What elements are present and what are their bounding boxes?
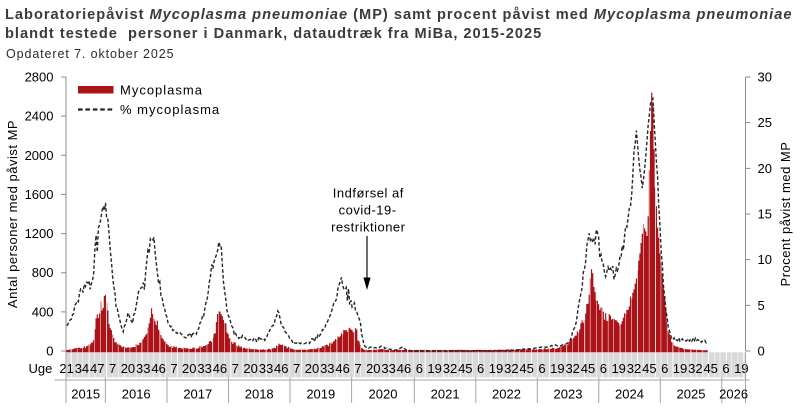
svg-text:19: 19 (734, 361, 748, 376)
svg-text:33: 33 (197, 361, 211, 376)
svg-text:Antal personer med påvist MP: Antal personer med påvist MP (5, 120, 20, 308)
svg-text:33: 33 (381, 361, 395, 376)
svg-text:Mycoplasma: Mycoplasma (120, 83, 203, 98)
svg-text:46: 46 (213, 361, 227, 376)
svg-text:Uge: Uge (29, 361, 53, 376)
svg-text:33: 33 (259, 361, 273, 376)
svg-text:46: 46 (335, 361, 349, 376)
svg-text:30: 30 (758, 70, 772, 85)
svg-text:47: 47 (90, 361, 104, 376)
svg-text:20: 20 (305, 361, 319, 376)
svg-text:1600: 1600 (25, 187, 54, 202)
svg-text:32: 32 (627, 361, 641, 376)
svg-text:0: 0 (46, 344, 53, 359)
svg-text:32: 32 (443, 361, 457, 376)
svg-text:Indførsel af: Indførsel af (333, 186, 404, 201)
svg-text:2016: 2016 (122, 387, 151, 402)
svg-text:2019: 2019 (306, 387, 335, 402)
svg-text:2015: 2015 (71, 387, 100, 402)
svg-text:2000: 2000 (25, 148, 54, 163)
svg-text:Procent påvist med MP: Procent påvist med MP (778, 142, 793, 287)
svg-text:25: 25 (758, 115, 772, 130)
svg-text:2023: 2023 (554, 387, 583, 402)
svg-text:2022: 2022 (492, 387, 521, 402)
svg-text:19: 19 (611, 361, 625, 376)
svg-text:% mycoplasma: % mycoplasma (120, 102, 220, 117)
svg-text:20: 20 (182, 361, 196, 376)
svg-text:1200: 1200 (25, 226, 54, 241)
svg-text:32: 32 (504, 361, 518, 376)
svg-text:2017: 2017 (183, 387, 212, 402)
svg-text:7: 7 (293, 361, 300, 376)
svg-text:15: 15 (758, 207, 772, 222)
svg-text:20: 20 (243, 361, 257, 376)
svg-text:2026: 2026 (719, 387, 748, 402)
svg-text:7: 7 (354, 361, 361, 376)
svg-text:10: 10 (758, 252, 772, 267)
svg-text:20: 20 (758, 161, 772, 176)
svg-text:19: 19 (673, 361, 687, 376)
svg-text:6: 6 (416, 361, 423, 376)
svg-text:19: 19 (489, 361, 503, 376)
svg-text:2024: 2024 (615, 387, 644, 402)
svg-text:7: 7 (170, 361, 177, 376)
svg-text:2021: 2021 (431, 387, 460, 402)
svg-text:45: 45 (581, 361, 595, 376)
svg-text:6: 6 (600, 361, 607, 376)
svg-text:46: 46 (397, 361, 411, 376)
svg-text:2018: 2018 (245, 387, 274, 402)
svg-text:2020: 2020 (369, 387, 398, 402)
svg-text:32: 32 (565, 361, 579, 376)
svg-text:20: 20 (121, 361, 135, 376)
svg-text:45: 45 (519, 361, 533, 376)
svg-text:2400: 2400 (25, 109, 54, 124)
svg-text:6: 6 (538, 361, 545, 376)
svg-text:6: 6 (661, 361, 668, 376)
svg-text:5: 5 (758, 298, 765, 313)
svg-text:45: 45 (703, 361, 717, 376)
svg-text:45: 45 (458, 361, 472, 376)
svg-text:7: 7 (109, 361, 116, 376)
svg-text:400: 400 (32, 304, 54, 319)
svg-text:6: 6 (477, 361, 484, 376)
svg-text:33: 33 (320, 361, 334, 376)
svg-text:33: 33 (136, 361, 150, 376)
svg-text:6: 6 (722, 361, 729, 376)
svg-text:2800: 2800 (25, 70, 54, 85)
svg-text:19: 19 (427, 361, 441, 376)
svg-text:34: 34 (75, 361, 89, 376)
svg-text:2025: 2025 (677, 387, 706, 402)
svg-text:46: 46 (151, 361, 165, 376)
svg-text:covid-19-: covid-19- (339, 202, 397, 217)
svg-text:20: 20 (366, 361, 380, 376)
svg-text:19: 19 (550, 361, 564, 376)
svg-text:46: 46 (274, 361, 288, 376)
svg-text:21: 21 (59, 361, 73, 376)
svg-text:45: 45 (642, 361, 656, 376)
svg-text:7: 7 (232, 361, 239, 376)
svg-text:0: 0 (758, 344, 765, 359)
svg-text:800: 800 (32, 265, 54, 280)
svg-text:32: 32 (688, 361, 702, 376)
svg-text:restriktioner: restriktioner (331, 219, 406, 234)
